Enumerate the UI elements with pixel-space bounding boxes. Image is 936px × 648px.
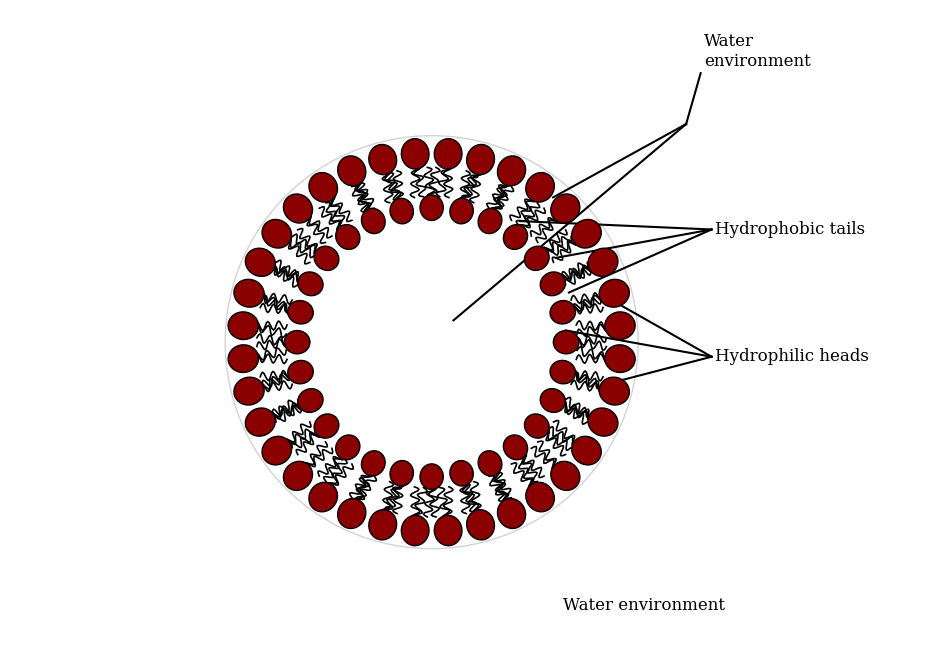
Ellipse shape bbox=[467, 145, 494, 175]
Ellipse shape bbox=[420, 195, 444, 220]
Ellipse shape bbox=[338, 156, 366, 186]
Ellipse shape bbox=[526, 482, 554, 512]
Ellipse shape bbox=[287, 360, 314, 384]
Ellipse shape bbox=[550, 360, 576, 384]
Ellipse shape bbox=[245, 408, 275, 436]
Ellipse shape bbox=[550, 194, 579, 223]
Ellipse shape bbox=[336, 435, 359, 459]
Ellipse shape bbox=[524, 246, 549, 270]
Ellipse shape bbox=[478, 209, 502, 233]
Ellipse shape bbox=[588, 408, 618, 436]
Ellipse shape bbox=[450, 198, 474, 224]
Ellipse shape bbox=[605, 312, 636, 340]
Ellipse shape bbox=[402, 515, 429, 546]
Ellipse shape bbox=[314, 414, 339, 438]
Ellipse shape bbox=[234, 279, 264, 307]
Ellipse shape bbox=[336, 225, 359, 249]
Ellipse shape bbox=[588, 248, 618, 276]
Ellipse shape bbox=[262, 436, 291, 465]
Ellipse shape bbox=[245, 248, 275, 276]
Ellipse shape bbox=[550, 301, 576, 324]
Ellipse shape bbox=[550, 461, 579, 491]
Ellipse shape bbox=[314, 246, 339, 270]
Ellipse shape bbox=[504, 435, 528, 459]
Ellipse shape bbox=[284, 194, 313, 223]
Ellipse shape bbox=[338, 498, 366, 529]
Ellipse shape bbox=[526, 172, 554, 202]
Ellipse shape bbox=[390, 198, 414, 224]
Text: Water
environment: Water environment bbox=[704, 33, 812, 69]
Ellipse shape bbox=[540, 272, 565, 295]
Ellipse shape bbox=[309, 172, 338, 202]
Ellipse shape bbox=[298, 389, 323, 412]
Ellipse shape bbox=[497, 498, 526, 529]
Ellipse shape bbox=[287, 301, 314, 324]
Ellipse shape bbox=[450, 461, 474, 486]
Ellipse shape bbox=[369, 510, 397, 540]
Ellipse shape bbox=[361, 451, 385, 476]
Text: Hydrophilic heads: Hydrophilic heads bbox=[715, 348, 869, 365]
Ellipse shape bbox=[228, 345, 258, 373]
Ellipse shape bbox=[402, 139, 429, 169]
Ellipse shape bbox=[234, 377, 264, 405]
Ellipse shape bbox=[524, 414, 549, 438]
Ellipse shape bbox=[497, 156, 526, 186]
Ellipse shape bbox=[553, 330, 579, 354]
Ellipse shape bbox=[285, 330, 310, 354]
Ellipse shape bbox=[369, 145, 397, 175]
Ellipse shape bbox=[284, 461, 313, 491]
Ellipse shape bbox=[504, 225, 528, 249]
Ellipse shape bbox=[309, 482, 338, 512]
Ellipse shape bbox=[599, 279, 629, 307]
Ellipse shape bbox=[390, 461, 414, 486]
Ellipse shape bbox=[599, 377, 629, 405]
Ellipse shape bbox=[467, 510, 494, 540]
Ellipse shape bbox=[228, 312, 258, 340]
Ellipse shape bbox=[262, 220, 291, 248]
Ellipse shape bbox=[572, 436, 601, 465]
Ellipse shape bbox=[478, 451, 502, 476]
Ellipse shape bbox=[540, 389, 565, 412]
Ellipse shape bbox=[420, 464, 444, 489]
Ellipse shape bbox=[361, 209, 385, 233]
Ellipse shape bbox=[434, 139, 462, 169]
Ellipse shape bbox=[298, 272, 323, 295]
Text: Hydrophobic tails: Hydrophobic tails bbox=[715, 221, 865, 238]
Text: Water environment: Water environment bbox=[563, 597, 724, 614]
Ellipse shape bbox=[572, 220, 601, 248]
Ellipse shape bbox=[434, 515, 462, 546]
Ellipse shape bbox=[605, 345, 636, 373]
